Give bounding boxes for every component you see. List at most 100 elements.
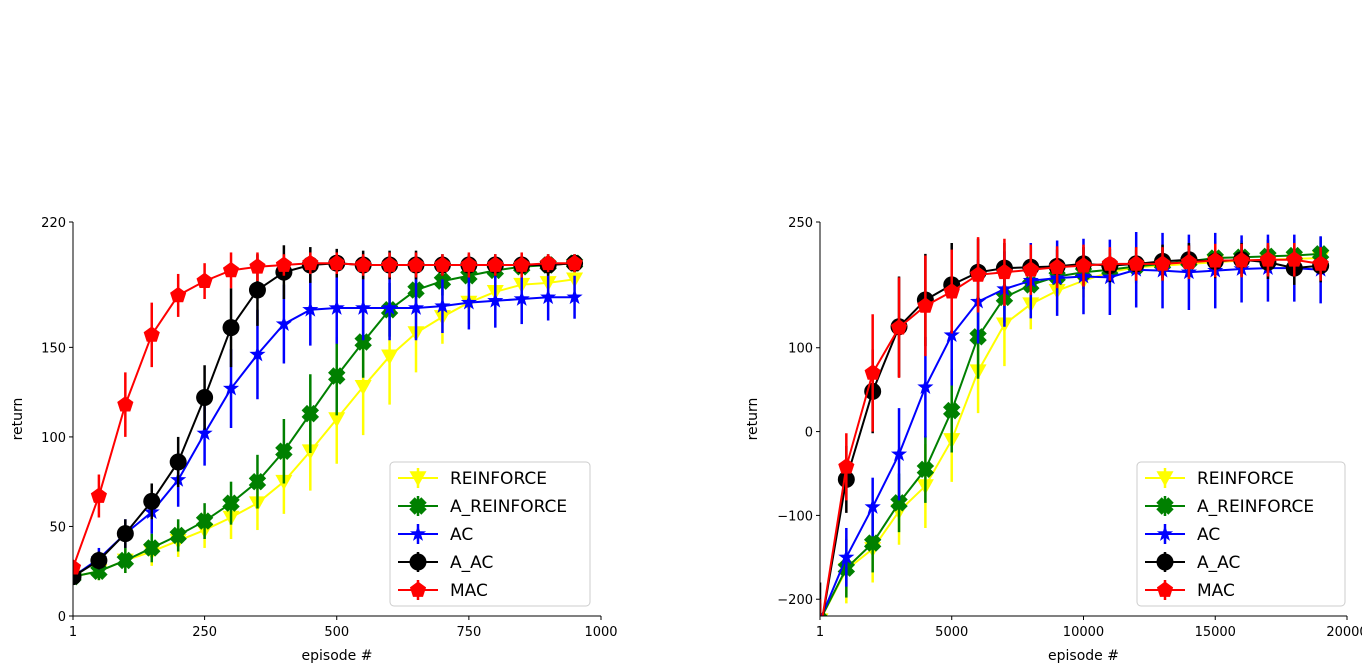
marker-x-center <box>173 530 183 541</box>
series-mac <box>820 237 1329 616</box>
y-tick-label: 150 <box>41 341 66 356</box>
marker-star <box>434 297 451 314</box>
marker-pentagon <box>409 581 427 597</box>
marker-x-center <box>358 337 368 347</box>
y-tick-label: 50 <box>49 520 66 535</box>
marker-x <box>195 512 214 530</box>
x-tick-label: 20000 <box>1326 625 1362 640</box>
marker-pentagon <box>1286 251 1303 267</box>
marker-pentagon <box>302 254 319 271</box>
marker-pentagon <box>487 256 504 272</box>
y-tick-label: 100 <box>41 431 66 446</box>
legend-frame <box>389 461 591 607</box>
marker-star <box>943 326 960 343</box>
marker-circle <box>196 389 214 407</box>
legend: REINFORCE A_REINFORCE AC A_AC MAC <box>1136 461 1346 607</box>
legend-label: A_AC <box>1197 553 1240 573</box>
marker-pentagon <box>838 458 855 474</box>
marker-star <box>275 315 292 331</box>
marker-star <box>838 548 855 565</box>
legend-entry-reinforce: REINFORCE <box>1145 468 1294 489</box>
y-tick-label: 250 <box>788 216 813 231</box>
legend-label: REINFORCE <box>1197 469 1294 489</box>
marker-pentagon <box>143 326 160 342</box>
legend-label: MAC <box>450 581 488 601</box>
marker-x <box>1156 497 1174 515</box>
marker-pentagon <box>434 256 451 272</box>
x-tick-label: 250 <box>192 625 217 640</box>
marker-star <box>1156 525 1174 541</box>
marker-star <box>864 498 881 514</box>
series-mac <box>73 252 583 575</box>
marker-star <box>409 525 427 541</box>
marker-circle <box>116 525 134 543</box>
marker-x <box>301 404 320 423</box>
plot-area <box>820 232 1330 616</box>
marker-star <box>917 378 934 395</box>
marker-circle <box>90 551 108 569</box>
y-tick-label: −100 <box>777 509 813 524</box>
plot-area <box>73 245 584 586</box>
marker-pentagon <box>1049 258 1066 275</box>
marker-x-center <box>413 501 423 511</box>
marker-pentagon <box>566 254 583 271</box>
legend-entry-a-reinforce: A_REINFORCE <box>1145 496 1314 517</box>
legend-label: AC <box>450 525 473 545</box>
legend-entry-a-ac: A_AC <box>1145 552 1240 573</box>
marker-pentagon <box>1101 255 1118 271</box>
left-chart: 1 250 500 750 1000 0 50 100 150 220 episode # retur… <box>10 216 618 664</box>
marker-x-center <box>279 446 289 456</box>
marker-pentagon <box>170 286 187 303</box>
marker-star <box>513 290 530 306</box>
marker-star <box>249 346 266 362</box>
marker-pentagon <box>328 254 345 271</box>
marker-star <box>890 445 908 462</box>
marker-x-center <box>894 498 904 508</box>
legend-label: MAC <box>1197 581 1235 601</box>
marker-star <box>381 299 398 315</box>
marker-pentagon <box>890 319 908 335</box>
marker-x-center <box>226 498 236 508</box>
marker-pentagon <box>1259 251 1277 267</box>
marker-pentagon <box>513 256 530 272</box>
legend-entry-reinforce: REINFORCE <box>398 468 547 489</box>
x-axis-label: episode # <box>1048 648 1119 664</box>
legend-entry-mac: MAC <box>398 580 488 601</box>
marker-pentagon <box>540 254 557 271</box>
marker-star <box>302 301 319 317</box>
y-tick-label: −200 <box>777 593 813 608</box>
marker-star <box>540 288 557 305</box>
marker-x <box>248 472 267 491</box>
marker-pentagon <box>969 266 987 282</box>
marker-x <box>863 534 882 552</box>
marker-x <box>143 539 161 557</box>
marker-star <box>407 299 425 315</box>
marker-star <box>328 299 345 315</box>
marker-pentagon <box>249 258 266 274</box>
x-tick-label: 5000 <box>935 625 968 640</box>
marker-x-center <box>305 408 315 419</box>
marker-x-center <box>199 516 210 526</box>
y-tick-label: 0 <box>805 426 813 441</box>
marker-x-center <box>1160 501 1170 511</box>
marker-pentagon <box>275 256 292 272</box>
legend-label: REINFORCE <box>450 469 547 489</box>
marker-pentagon <box>117 396 134 412</box>
marker-triangle-down <box>409 471 427 487</box>
marker-pentagon <box>1207 252 1224 268</box>
marker-star <box>460 294 477 310</box>
marker-star <box>222 380 240 396</box>
marker-pentagon <box>1075 257 1092 273</box>
x-tick-label: 1 <box>816 625 824 640</box>
x-axis-label: episode # <box>302 648 373 664</box>
series-line <box>820 267 1321 616</box>
marker-triangle-down <box>354 379 372 396</box>
legend-frame <box>1136 461 1346 607</box>
legend-entry-ac: AC <box>398 524 473 545</box>
x-tick-label: 750 <box>456 625 481 640</box>
y-axis-label: return <box>10 398 26 441</box>
marker-pentagon <box>996 263 1013 280</box>
marker-pentagon <box>1312 255 1329 271</box>
x-tick-label: 15000 <box>1195 625 1236 640</box>
marker-pentagon <box>1233 252 1250 268</box>
